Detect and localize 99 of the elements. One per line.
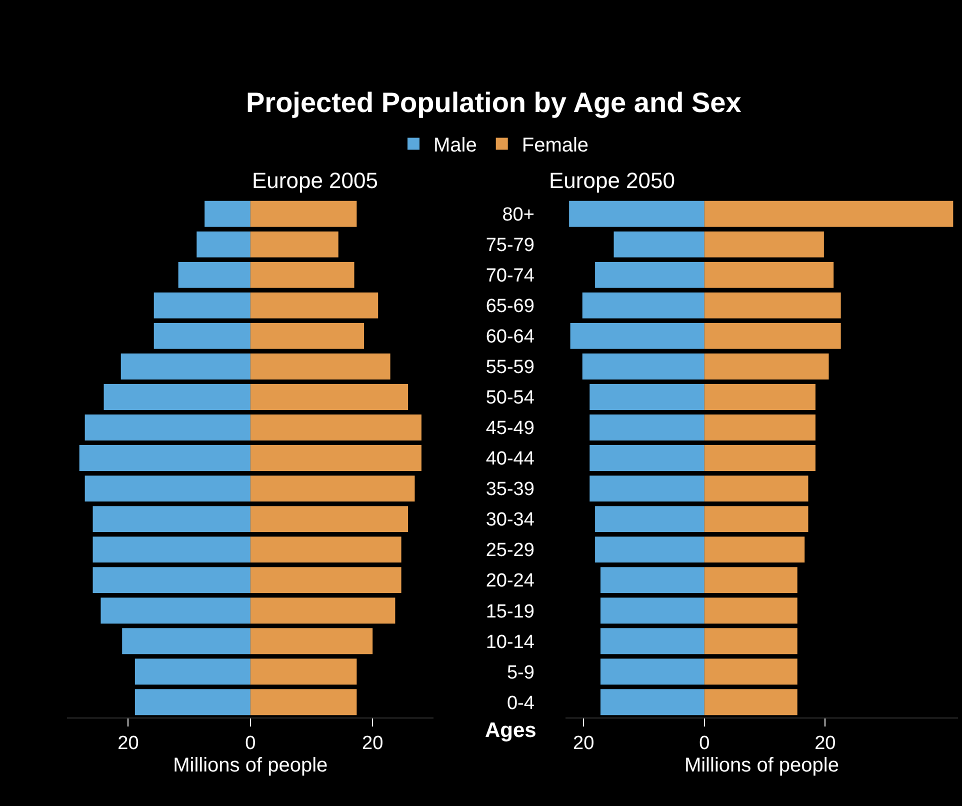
x-axis-title: Millions of people (684, 754, 839, 777)
y-tick-label: 30-34 (486, 510, 535, 531)
bar (600, 598, 704, 624)
y-tick-label: 0-4 (506, 692, 535, 714)
y-tick-label: 55-59 (486, 357, 534, 378)
bar (250, 414, 422, 440)
bar (600, 689, 704, 716)
bar (134, 689, 250, 716)
bar (590, 445, 704, 471)
y-tick-label: 25-29 (486, 540, 534, 562)
x-tick-label: 0 (699, 733, 710, 754)
bar (595, 262, 704, 288)
bar (704, 414, 816, 440)
y-tick-label: 20-24 (486, 570, 535, 592)
bar (595, 536, 704, 563)
bar (704, 262, 834, 288)
bar (250, 322, 364, 349)
bar (100, 598, 250, 624)
text: Projected Population by Age and Sex (246, 87, 742, 118)
bar (704, 292, 841, 318)
bar (250, 476, 415, 502)
x-tick-label: 20 (118, 733, 139, 754)
bar (92, 536, 250, 563)
bar (250, 231, 338, 258)
bar (600, 658, 704, 685)
bar (590, 476, 704, 502)
bar (704, 354, 829, 380)
bar (250, 354, 390, 380)
x-tick-label: 20 (362, 733, 384, 754)
y-tick-label: 80+ (502, 204, 534, 226)
y-tick-label: 15-19 (486, 601, 534, 622)
bar (92, 567, 250, 594)
bar (582, 292, 704, 318)
y-tick-label: 60-64 (486, 326, 535, 348)
bar (704, 658, 798, 685)
bar (79, 445, 250, 471)
chart-title: Europe 2050 (549, 168, 675, 193)
bar (84, 414, 250, 440)
bar (704, 567, 798, 594)
y-tick-label: 50-54 (486, 388, 535, 409)
y-tick-label: 75-79 (486, 235, 534, 256)
bar (250, 658, 357, 685)
bar (122, 628, 250, 654)
bar (250, 384, 408, 410)
bar (250, 506, 408, 532)
bar (250, 536, 402, 563)
bar (250, 598, 396, 624)
chart-subtitle: Europe 2005 (252, 168, 378, 193)
bar (704, 598, 798, 624)
bar (704, 200, 954, 227)
bar (204, 200, 250, 227)
bar (196, 231, 250, 258)
y-tick-label: 5-9 (506, 662, 534, 684)
y-tick-label: 65-69 (486, 296, 534, 318)
bar (704, 445, 816, 471)
bar (569, 200, 704, 227)
bar (178, 262, 250, 288)
bar (84, 476, 250, 502)
bar (104, 384, 250, 410)
bar (250, 445, 422, 471)
bar (250, 689, 357, 716)
bar (570, 322, 704, 349)
bar (704, 322, 841, 349)
bar (134, 658, 250, 685)
bar (614, 231, 704, 258)
bar (250, 262, 354, 288)
x-tick-label: 0 (245, 733, 256, 754)
bar (154, 292, 250, 318)
y-tick-label: 40-44 (486, 448, 535, 470)
bar (595, 506, 704, 532)
legend-label: Female (522, 134, 589, 157)
x-axis-title: Millions of people (173, 754, 328, 777)
bar (250, 200, 357, 227)
bar (250, 628, 373, 654)
y-tick-label: 45-49 (486, 418, 534, 440)
bar (704, 536, 805, 563)
bar (582, 354, 704, 380)
bar (704, 476, 808, 502)
y-tick-label: 70-74 (486, 266, 535, 287)
bar (250, 292, 378, 318)
bar (704, 628, 798, 654)
bar (704, 231, 824, 258)
y-tick-label: 10-14 (486, 632, 535, 653)
bar (704, 384, 816, 410)
bar (250, 567, 402, 594)
y-axis-title: Ages (485, 719, 536, 742)
bar (600, 567, 704, 594)
bar (704, 506, 808, 532)
bar (120, 354, 250, 380)
bar (600, 628, 704, 654)
x-tick-label: 20 (814, 733, 836, 754)
legend-label: Male (434, 134, 477, 157)
x-tick-label: 20 (573, 733, 594, 754)
y-tick-label: 35-39 (486, 479, 534, 500)
bar (704, 689, 798, 716)
bar (92, 506, 250, 532)
bar (154, 322, 250, 349)
bar (590, 414, 704, 440)
bar (590, 384, 704, 410)
